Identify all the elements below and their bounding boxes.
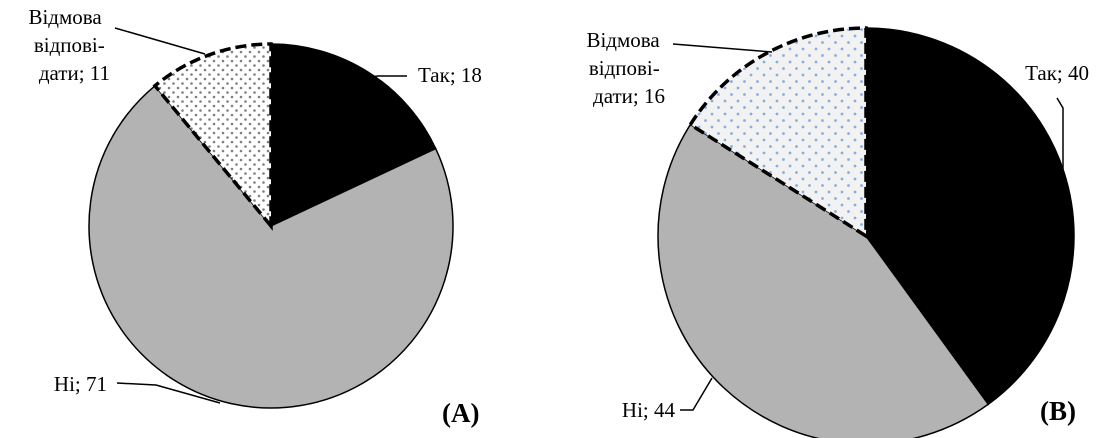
panel-label-a: (A) <box>442 398 479 428</box>
leader-line-a-yes <box>329 75 407 82</box>
slice-label-a-yes: Так; 18 <box>418 63 482 87</box>
slice-a-yes <box>270 43 437 228</box>
slice-label-b-yes: Так; 40 <box>1025 61 1089 85</box>
pie-chart-b: Так; 40 Відмова відпові- дати; 16 Ні; 44… <box>586 26 1089 438</box>
slice-a-no <box>88 84 454 409</box>
leader-line-a-no <box>116 382 221 404</box>
slice-label-b-refusal: Відмова відпові- дати; 16 <box>586 28 665 108</box>
leader-line-b-no <box>680 377 713 411</box>
slice-b-refusal <box>690 28 866 236</box>
panel-label-b: (B) <box>1040 396 1076 426</box>
slice-label-a-refusal: Відмова відпові- дати; 11 <box>28 5 110 85</box>
leader-line-b-refusal <box>672 43 773 53</box>
slice-label-a-no: Ні; 71 <box>54 372 107 396</box>
slice-b-refusal-outline <box>687 26 868 240</box>
leader-line-b-yes <box>1056 97 1064 181</box>
pie-chart-a: Так; 18 Відмова відпові- дати; 11 Ні; 71… <box>28 5 481 428</box>
leader-line-a-refusal <box>114 27 206 55</box>
slice-a-refusal-outline <box>152 42 273 231</box>
slice-a-refusal <box>154 44 271 226</box>
slice-label-b-no: Ні; 44 <box>622 398 676 422</box>
slice-b-yes <box>865 27 1075 406</box>
